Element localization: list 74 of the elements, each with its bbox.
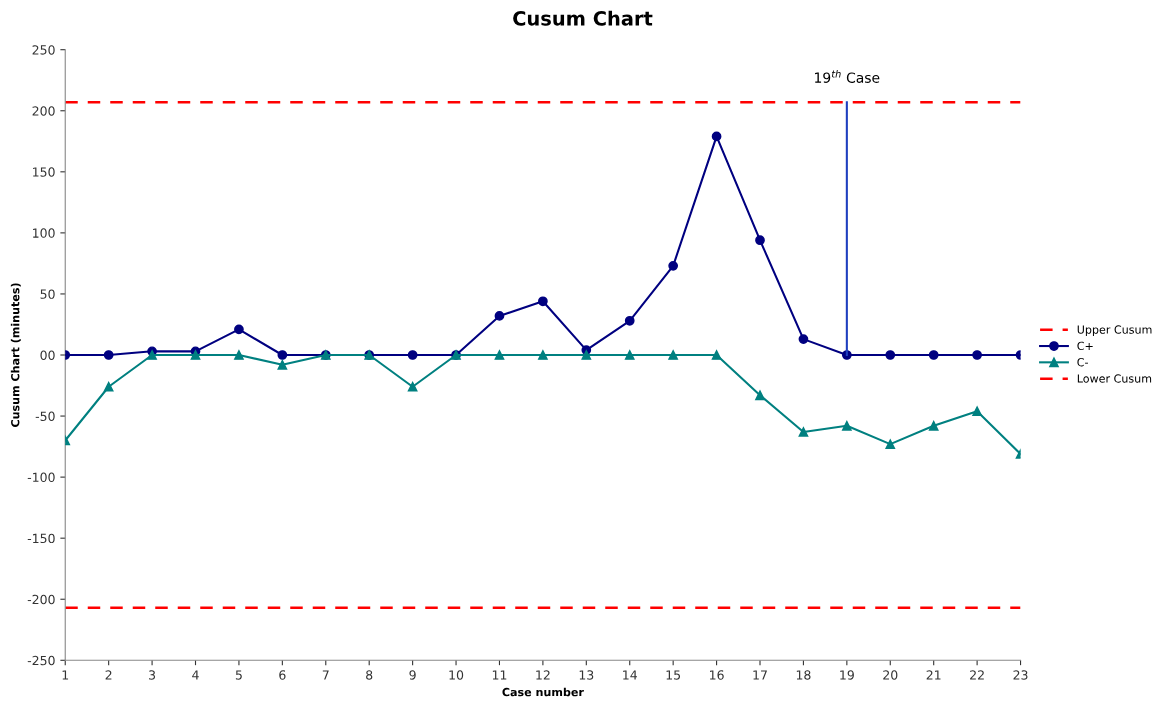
y-tick-label: -250 xyxy=(27,655,55,666)
point xyxy=(234,350,244,360)
legend-label: Lower Cusum xyxy=(1077,374,1152,383)
x-tick-label: 16 xyxy=(710,670,724,680)
x-tick-label: 6 xyxy=(279,670,286,680)
x-axis-title: Case number xyxy=(502,687,584,697)
point xyxy=(841,420,852,431)
x-tick-label: 9 xyxy=(409,670,416,680)
point xyxy=(581,350,592,360)
x-tick-label: 18 xyxy=(796,670,811,680)
point xyxy=(103,381,114,392)
point xyxy=(798,427,809,437)
point xyxy=(103,350,114,360)
x-tick-label: 12 xyxy=(536,670,550,680)
x-tick-label: 20 xyxy=(883,670,898,680)
y-tick-label: 150 xyxy=(33,167,55,177)
x-tick-label: 14 xyxy=(623,670,637,680)
point xyxy=(277,350,288,360)
point xyxy=(407,381,418,392)
point xyxy=(928,420,939,431)
point xyxy=(928,350,939,360)
y-tick-label: 50 xyxy=(40,289,55,299)
point xyxy=(755,235,765,246)
legend-label: Upper Cusum xyxy=(1077,325,1152,336)
point xyxy=(494,311,505,321)
x-tick-label: 11 xyxy=(492,670,507,680)
y-tick-label: 200 xyxy=(32,106,55,116)
point xyxy=(538,350,548,360)
x-tick-label: 5 xyxy=(235,670,242,680)
x-tick-label: 21 xyxy=(926,670,941,680)
x-tick-label: 17 xyxy=(753,670,767,680)
point xyxy=(407,350,418,360)
point xyxy=(624,350,635,360)
point xyxy=(624,315,635,326)
point xyxy=(798,334,809,344)
y-tick-label: 100 xyxy=(33,228,55,238)
point xyxy=(668,260,679,271)
point xyxy=(885,439,896,450)
x-tick-label: 19 xyxy=(840,670,854,680)
point xyxy=(277,359,288,370)
point xyxy=(668,350,679,360)
point xyxy=(234,324,244,335)
point xyxy=(972,350,982,360)
annotation: 19$^{th}$ Case xyxy=(815,69,880,83)
x-tick-label: 3 xyxy=(149,670,156,680)
x-tick-label: 10 xyxy=(449,670,464,680)
point xyxy=(711,350,722,360)
y-axis-title: Cusum Chart (minutes) xyxy=(10,283,21,427)
point xyxy=(494,350,505,360)
point xyxy=(972,406,982,417)
x-tick-label: 2 xyxy=(105,670,112,680)
x-tick-label: 23 xyxy=(1013,670,1028,680)
x-tick-label: 8 xyxy=(366,670,373,680)
x-tick-label: 7 xyxy=(322,670,329,680)
x-tick-label: 1 xyxy=(62,670,69,680)
legend-label: C- xyxy=(1077,357,1088,367)
chart-title: Cusum Chart xyxy=(513,10,653,26)
legend-label: C+ xyxy=(1077,341,1093,351)
y-tick-label: 250 xyxy=(32,45,55,55)
point xyxy=(885,350,896,360)
y-tick-label: -200 xyxy=(27,594,55,605)
point xyxy=(711,131,722,142)
y-tick-label: 00 xyxy=(40,350,55,360)
y-tick-label: -100 xyxy=(27,472,55,483)
point xyxy=(755,390,765,401)
x-tick-label: 15 xyxy=(666,670,681,680)
x-tick-label: 4 xyxy=(192,670,199,680)
point xyxy=(190,350,201,360)
x-tick-label: 22 xyxy=(970,670,984,680)
point xyxy=(538,296,548,307)
y-tick-label: -150 xyxy=(27,533,55,544)
y-tick-label: -50 xyxy=(35,411,55,421)
point xyxy=(147,350,157,360)
x-tick-label: 13 xyxy=(579,670,594,680)
